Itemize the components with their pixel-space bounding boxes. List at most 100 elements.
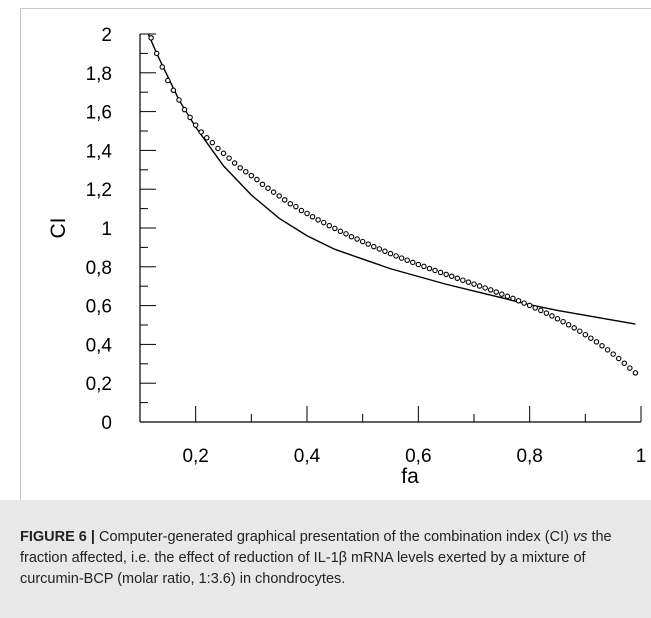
data-point (482, 285, 488, 291)
data-point (549, 313, 555, 319)
data-point (571, 325, 577, 331)
data-point (354, 236, 360, 242)
y-tick-label: 0,8 (86, 258, 112, 279)
data-point (348, 233, 355, 240)
data-point (526, 302, 533, 309)
x-tick-label: 0,2 (182, 446, 208, 467)
y-tick-label: 1,8 (86, 64, 112, 85)
data-point (320, 219, 327, 226)
data-point (254, 176, 260, 183)
y-tick-label: 1 (101, 219, 112, 240)
y-tick-label: 1,2 (86, 180, 112, 201)
y-ticks: 0 0,2 0,4 0,6 0,8 1 1,2 1,4 1,6 1,8 2 (86, 25, 156, 434)
data-point (487, 287, 494, 293)
data-point (337, 228, 344, 235)
data-point (421, 263, 427, 270)
data-point (615, 355, 622, 362)
data-point (465, 279, 472, 285)
data-point (521, 300, 527, 306)
x-tick-label: 0,4 (294, 446, 321, 467)
data-point (621, 360, 628, 366)
data-point (493, 289, 500, 295)
data-point (604, 347, 611, 353)
data-point (627, 365, 633, 371)
data-point (315, 217, 321, 223)
data-point (371, 243, 377, 250)
frame-left-border (20, 8, 21, 500)
data-point (159, 64, 166, 70)
data-point (437, 269, 444, 276)
data-point (231, 160, 238, 166)
data-point (332, 225, 338, 232)
series-line (147, 33, 636, 325)
data-point (554, 316, 561, 322)
data-point (237, 165, 243, 171)
x-tick-label: 0,6 (405, 446, 431, 467)
x-tick-label: 0,8 (516, 446, 542, 467)
x-axis-title: fa (401, 465, 419, 488)
data-point (454, 275, 461, 281)
data-point (187, 114, 193, 121)
data-point (326, 222, 333, 229)
data-point (588, 335, 594, 341)
series-layer (147, 33, 639, 376)
data-point (226, 155, 232, 161)
data-point (382, 248, 388, 255)
y-tick-label: 0,2 (86, 374, 112, 395)
data-point (176, 97, 182, 103)
y-tick-label: 0 (101, 413, 112, 434)
data-point (376, 246, 383, 252)
x-ticks: 0,2 0,4 0,6 0,8 1 (139, 406, 647, 467)
y-tick-label: 0,4 (86, 335, 113, 356)
data-point (510, 295, 516, 302)
caption-text-part1: Computer-generated graphical presentatio… (99, 529, 569, 545)
data-point (209, 139, 216, 146)
data-point (404, 257, 410, 263)
data-point (170, 87, 177, 94)
data-point (276, 193, 282, 199)
data-point (309, 214, 316, 220)
y-tick-label: 2 (101, 25, 112, 46)
data-point (287, 201, 294, 207)
data-point (410, 259, 416, 266)
x-tick-label: 1 (636, 446, 647, 467)
data-point (215, 145, 221, 152)
chart: 0 0,2 0,4 0,6 0,8 1 1,2 1,4 1,6 1,8 2 0,2 0,4 0,6 0,8… (47, 25, 647, 488)
data-point (504, 293, 511, 300)
data-point (359, 238, 366, 245)
data-point (304, 210, 310, 217)
caption-text-italic: vs (572, 529, 588, 545)
caption-box: FIGURE 6 | Computer-generated graphical … (0, 500, 651, 618)
data-point (593, 339, 600, 345)
y-tick-label: 0,6 (86, 297, 112, 318)
data-point (165, 77, 171, 84)
data-point (270, 189, 277, 195)
data-point (265, 185, 271, 191)
data-point (515, 297, 522, 304)
data-point (148, 35, 154, 41)
data-point (298, 207, 305, 214)
data-point (471, 281, 477, 287)
data-point (181, 106, 188, 113)
data-point (476, 283, 483, 289)
data-point (565, 322, 572, 328)
data-point (415, 261, 422, 268)
data-point (577, 328, 583, 334)
data-point (248, 172, 255, 179)
data-point (293, 203, 299, 210)
data-point (432, 267, 438, 274)
data-point (220, 150, 227, 157)
data-point (582, 331, 589, 338)
data-point (192, 122, 199, 128)
data-point (460, 277, 466, 283)
data-point (204, 135, 210, 141)
data-point (560, 318, 566, 325)
data-point (426, 265, 433, 272)
data-point (387, 250, 394, 257)
y-tick-label: 1,6 (86, 103, 112, 124)
data-point (610, 351, 616, 357)
y-axis-title: CI (47, 218, 70, 239)
frame-top-border (20, 8, 651, 9)
data-point (365, 241, 371, 247)
